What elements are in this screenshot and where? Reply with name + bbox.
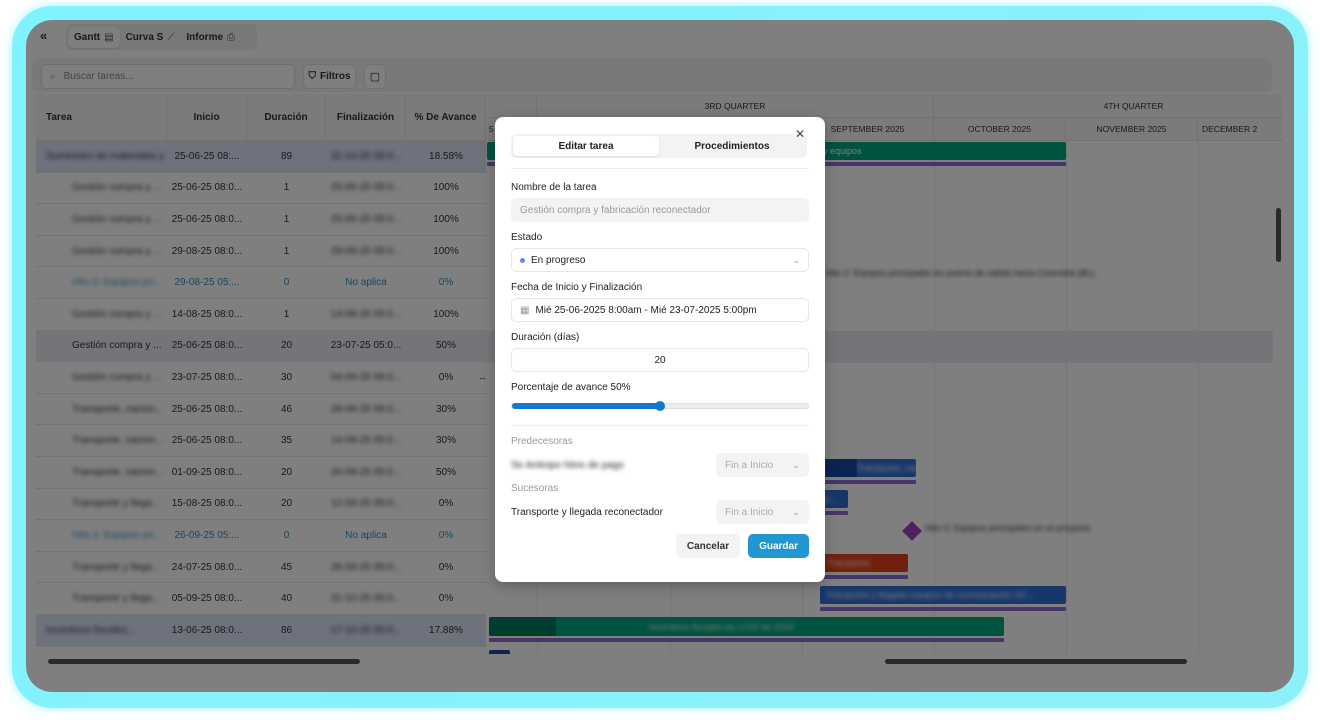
status-select[interactable]: En progreso ⌄ [511,248,809,272]
progress-slider[interactable] [511,401,809,411]
dep-type: Fin a Inicio [725,459,774,471]
modal-actions: Cancelar Guardar [511,534,809,558]
predecessor-type-select[interactable]: Fin a Inicio ⌄ [716,453,809,477]
duration-value: 20 [654,354,666,366]
modal-tabs: Editar tarea Procedimientos [511,134,807,158]
predecessors-label: Predecesoras [511,436,573,447]
predecessor-name: Se Anticipo hitos de pago [511,459,624,471]
successor-type-select[interactable]: Fin a Inicio ⌄ [716,500,809,524]
cancel-button[interactable]: Cancelar [675,534,741,558]
chevron-down-icon: ⌄ [792,459,800,470]
edit-task-modal: ✕ Editar tarea Procedimientos Nombre de … [495,117,825,582]
chevron-down-icon: ⌄ [792,254,800,265]
successor-name: Transporte y llegada reconectador [511,506,663,518]
divider [511,425,809,426]
dep-type: Fin a Inicio [725,506,774,518]
close-icon[interactable]: ✕ [794,127,805,141]
slider-handle[interactable] [655,401,665,411]
slider-fill [512,403,660,409]
date-range-value: Mié 25-06-2025 8:00am - Mié 23-07-2025 5… [535,304,757,316]
task-name-value: Gestión compra y fabricación reconectado… [520,204,711,216]
date-range-input[interactable]: ▦ Mié 25-06-2025 8:00am - Mié 23-07-2025 … [511,298,809,322]
status-value: En progreso [531,254,586,266]
divider [511,168,809,169]
dates-label: Fecha de Inicio y Finalización [511,282,643,293]
duration-input[interactable]: 20 [511,348,809,372]
progress-label: Porcentaje de avance 50% [511,382,631,393]
calendar-icon: ▦ [520,304,530,316]
chevron-down-icon: ⌄ [792,506,800,517]
task-name-input[interactable]: Gestión compra y fabricación reconectado… [511,198,809,222]
status-label: Estado [511,232,543,243]
predecessor-row: Se Anticipo hitos de pago Fin a Inicio ⌄ [511,453,809,477]
save-button[interactable]: Guardar [748,534,809,558]
successor-row: Transporte y llegada reconectador Fin a I… [511,500,809,524]
task-name-label: Nombre de la tarea [511,182,597,193]
tab-editar-tarea[interactable]: Editar tarea [513,136,659,156]
tab-procedimientos[interactable]: Procedimientos [694,140,770,152]
successors-label: Sucesoras [511,483,559,494]
status-dot-icon [520,257,525,263]
duration-label: Duración (días) [511,332,580,343]
